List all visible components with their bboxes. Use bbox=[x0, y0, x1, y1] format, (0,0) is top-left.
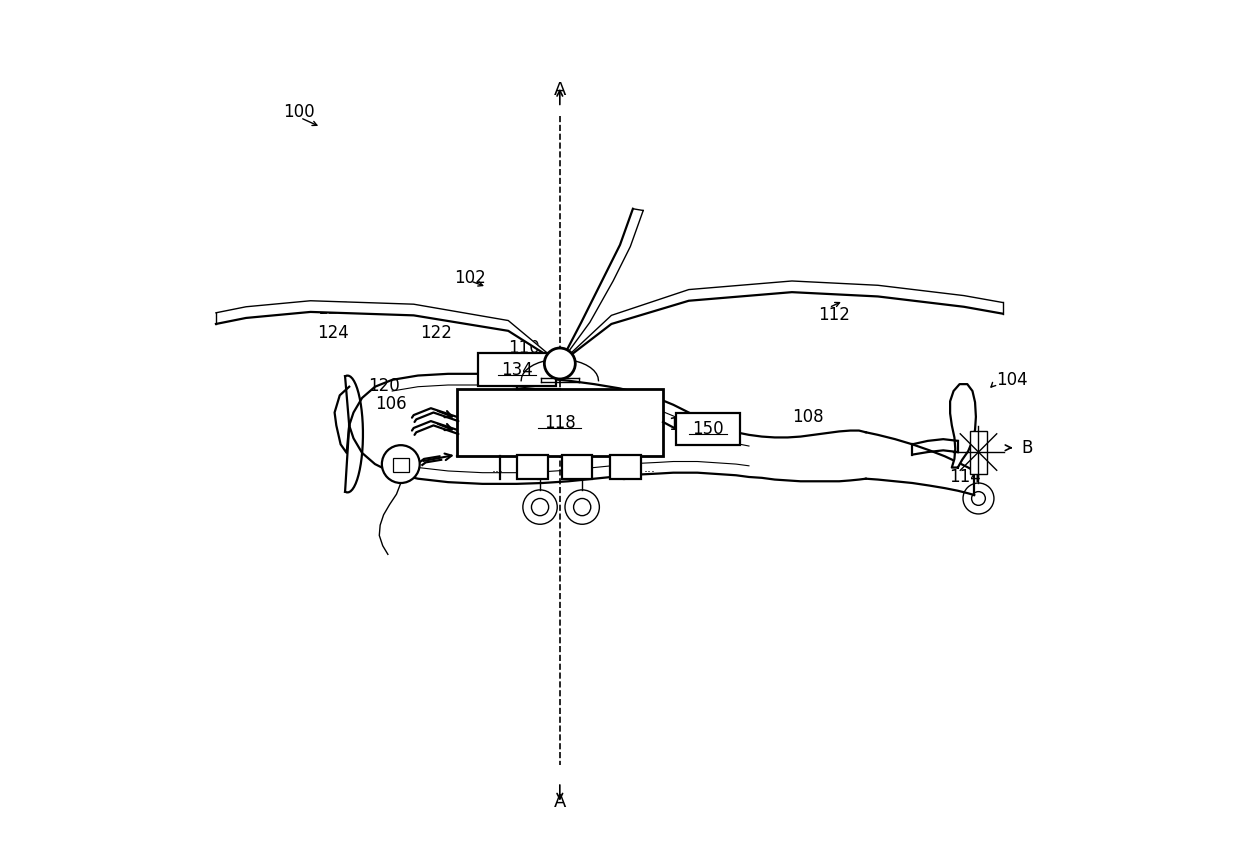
Text: 120: 120 bbox=[368, 377, 399, 395]
Bar bbox=[610, 455, 641, 479]
Text: 126: 126 bbox=[317, 300, 350, 319]
Text: 114: 114 bbox=[950, 468, 981, 486]
Text: 104: 104 bbox=[997, 371, 1028, 389]
Bar bbox=[676, 412, 740, 445]
Bar bbox=[479, 353, 556, 386]
Text: A: A bbox=[553, 793, 565, 811]
Text: ...: ... bbox=[644, 462, 656, 475]
Text: 108: 108 bbox=[792, 408, 823, 426]
Text: 102: 102 bbox=[454, 268, 486, 286]
Polygon shape bbox=[559, 281, 1003, 364]
Text: 112: 112 bbox=[817, 306, 849, 325]
Text: 116: 116 bbox=[668, 417, 699, 434]
Bar bbox=[456, 389, 663, 457]
Text: 122: 122 bbox=[420, 325, 453, 342]
Polygon shape bbox=[216, 300, 559, 364]
Text: B: B bbox=[1022, 438, 1033, 457]
Text: 110: 110 bbox=[508, 339, 539, 357]
Text: 134: 134 bbox=[501, 360, 533, 378]
Bar bbox=[517, 455, 548, 479]
Text: A: A bbox=[553, 81, 565, 99]
Bar bbox=[393, 458, 408, 472]
Text: 124: 124 bbox=[317, 325, 350, 342]
Circle shape bbox=[382, 445, 419, 483]
Text: ...: ... bbox=[492, 462, 503, 475]
Bar bbox=[970, 431, 987, 474]
Polygon shape bbox=[559, 209, 644, 364]
Text: 118: 118 bbox=[544, 414, 575, 431]
Bar bbox=[562, 455, 593, 479]
Text: 106: 106 bbox=[374, 395, 407, 413]
Polygon shape bbox=[950, 385, 976, 468]
Circle shape bbox=[544, 348, 575, 379]
Text: 150: 150 bbox=[692, 420, 723, 437]
Text: 100: 100 bbox=[283, 102, 315, 121]
